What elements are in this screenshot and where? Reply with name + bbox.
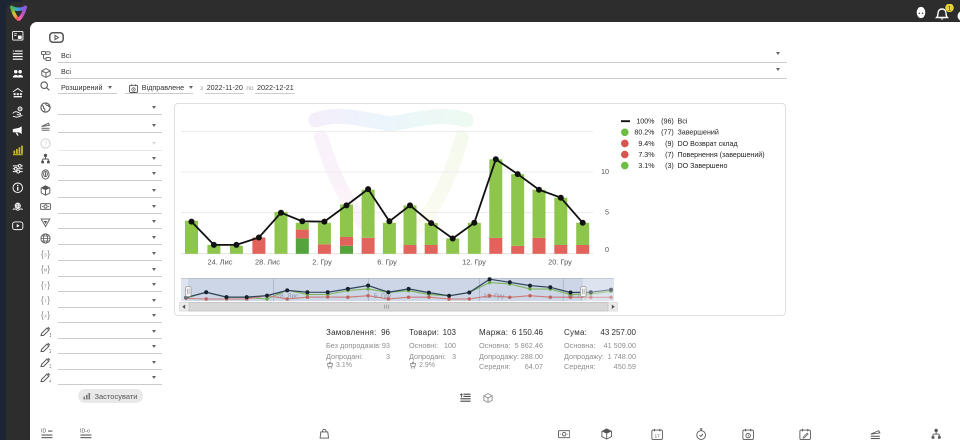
svg-text:80.2%: 80.2% [634, 129, 655, 137]
svg-text:17: 17 [654, 433, 660, 439]
svg-text:18. Гру: 18. Гру [567, 293, 589, 300]
svg-text:3: 3 [49, 364, 51, 368]
svg-text:4: 4 [49, 379, 51, 383]
svg-text:3.1%: 3.1% [638, 162, 655, 170]
svg-text:2. Гру: 2. Гру [312, 258, 332, 267]
svg-text:Завершений: Завершений [678, 129, 719, 137]
svg-text:1: 1 [948, 6, 952, 12]
svg-text:м: м [44, 267, 48, 273]
svg-text:9.4%: 9.4% [638, 140, 655, 148]
svg-text:5. Гру: 5. Гру [374, 293, 392, 300]
svg-text:1: 1 [49, 333, 51, 337]
svg-text:%: % [19, 108, 23, 112]
svg-text:28. Лис: 28. Лис [255, 258, 280, 267]
svg-text:Повернення (завершений): Повернення (завершений) [678, 151, 765, 159]
svg-text:s: s [44, 252, 47, 258]
svg-text:ID-o: ID-o [80, 428, 90, 434]
svg-text:6. Гру: 6. Гру [377, 258, 397, 267]
svg-text:DO Завершено: DO Завершено [678, 162, 728, 170]
svg-text:7.3%: 7.3% [638, 151, 655, 159]
svg-text:?: ? [44, 141, 48, 148]
svg-text:т: т [44, 283, 47, 289]
svg-text:10: 10 [601, 167, 609, 176]
svg-text:(77): (77) [661, 129, 674, 137]
svg-text:28. Лис: 28. Лис [276, 293, 299, 300]
svg-text:12. Гру: 12. Гру [462, 258, 486, 267]
svg-text:DO Возврат склад: DO Возврат склад [678, 140, 739, 148]
svg-text:0: 0 [605, 245, 609, 254]
svg-text:Всі: Всі [678, 118, 688, 126]
svg-text:(7): (7) [665, 151, 674, 159]
svg-text:100%: 100% [636, 118, 655, 126]
svg-text:ї: ї [44, 298, 47, 304]
svg-text:х: х [44, 313, 47, 319]
svg-text:24. Лис: 24. Лис [207, 258, 232, 267]
svg-text:(96): (96) [661, 118, 674, 126]
svg-text:(9): (9) [665, 140, 674, 148]
svg-text:20. Гру: 20. Гру [548, 258, 572, 267]
svg-text:5: 5 [605, 208, 609, 217]
svg-text:ID: ID [41, 428, 46, 434]
svg-text:2: 2 [49, 348, 51, 352]
svg-text:(3): (3) [665, 162, 674, 170]
